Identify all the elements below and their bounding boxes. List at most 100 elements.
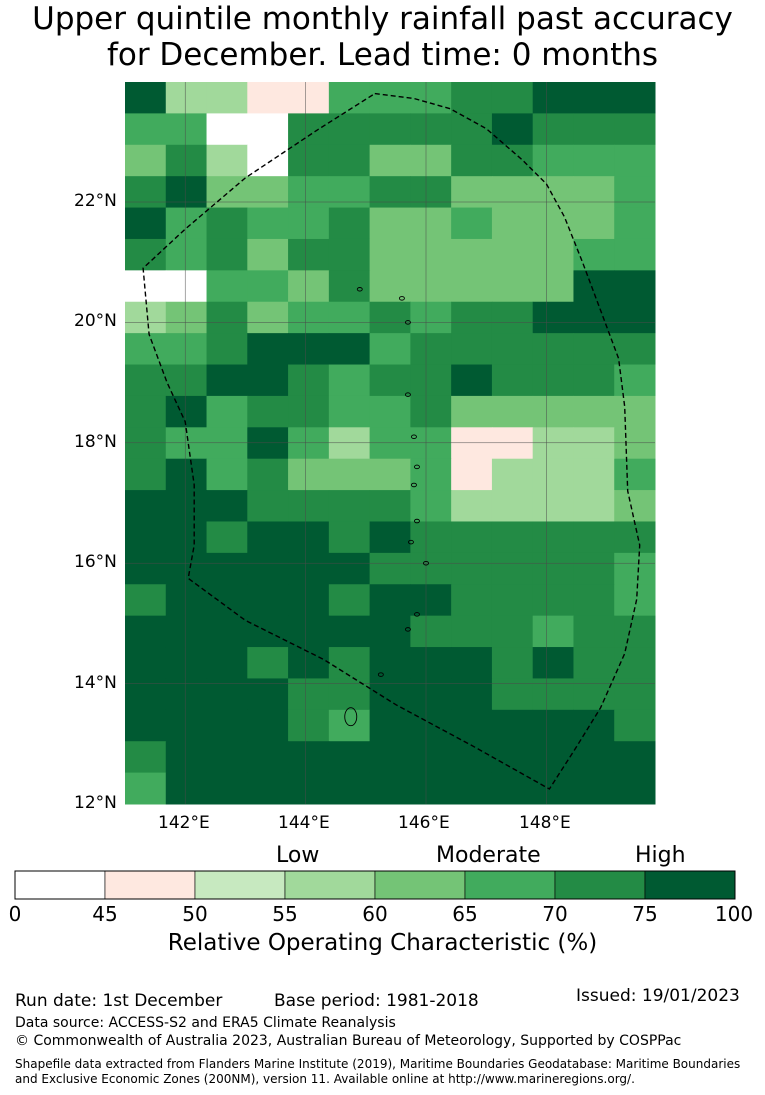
- roc-cell: [614, 301, 656, 334]
- colorbar-bin: [374, 870, 466, 900]
- roc-cell: [573, 270, 615, 303]
- roc-cell: [451, 678, 493, 711]
- roc-cell: [369, 113, 411, 146]
- roc-cell: [165, 207, 208, 240]
- roc-cell: [328, 395, 371, 428]
- roc-cell: [451, 301, 493, 334]
- roc-cell: [410, 238, 452, 271]
- roc-cell: [165, 709, 208, 742]
- roc-cell: [206, 584, 248, 617]
- roc-cell: [410, 82, 452, 114]
- roc-cell: [247, 772, 289, 805]
- roc-cell: [451, 615, 493, 648]
- roc-cell: [532, 521, 574, 554]
- roc-cell: [165, 301, 208, 334]
- roc-cell: [247, 270, 289, 303]
- roc-cell: [288, 176, 330, 209]
- roc-cell: [125, 709, 167, 742]
- roc-cell: [165, 615, 208, 648]
- roc-cell: [247, 427, 289, 460]
- roc-cell: [573, 301, 615, 334]
- roc-cell: [206, 333, 248, 366]
- lon-label-148: 148°E: [519, 813, 571, 833]
- roc-cell: [410, 176, 452, 209]
- roc-cell: [491, 270, 534, 303]
- eez-boundary: [142, 92, 641, 790]
- island-outline: [423, 560, 429, 566]
- roc-cell: [328, 333, 371, 366]
- roc-cell: [165, 552, 208, 585]
- roc-cell: [125, 113, 167, 146]
- roc-cell: [532, 772, 574, 805]
- roc-cell: [328, 678, 371, 711]
- run-date: Run date: 1st December: [15, 991, 223, 1011]
- roc-cell: [573, 584, 615, 617]
- roc-cell: [410, 395, 452, 428]
- roc-cell: [125, 427, 167, 460]
- roc-cell: [491, 82, 534, 114]
- roc-cell: [451, 238, 493, 271]
- roc-cell: [410, 521, 452, 554]
- roc-cell: [165, 144, 208, 177]
- roc-cell: [125, 741, 167, 774]
- roc-cell: [573, 82, 615, 114]
- roc-cell: [206, 82, 248, 114]
- roc-cell: [532, 113, 574, 146]
- roc-cell: [573, 647, 615, 679]
- roc-cell: [328, 490, 371, 522]
- colorbar-bin: [464, 870, 556, 900]
- roc-cell: [369, 238, 411, 271]
- roc-cell: [247, 301, 289, 334]
- roc-cell: [288, 647, 330, 679]
- roc-cell: [410, 709, 452, 742]
- roc-cell: [125, 521, 167, 554]
- roc-cell: [369, 552, 411, 585]
- roc-cell: [369, 584, 411, 617]
- roc-cell: [288, 364, 330, 397]
- roc-cell: [369, 490, 411, 522]
- roc-cell: [491, 772, 534, 805]
- roc-cell: [573, 427, 615, 460]
- roc-cell: [165, 647, 208, 679]
- roc-cell: [206, 427, 248, 460]
- colorbar-tick-0: 0: [8, 902, 22, 926]
- roc-cell: [125, 144, 167, 177]
- roc-cell: [573, 458, 615, 491]
- roc-cell: [288, 772, 330, 805]
- roc-cell: [288, 741, 330, 774]
- roc-cell: [165, 458, 208, 491]
- roc-cell: [369, 772, 411, 805]
- roc-cell: [165, 176, 208, 209]
- colorbar-frame: [14, 870, 736, 900]
- roc-cell: [573, 521, 615, 554]
- roc-cell: [288, 709, 330, 742]
- roc-cell: [369, 176, 411, 209]
- roc-cell: [451, 741, 493, 774]
- roc-cell: [165, 521, 208, 554]
- roc-cell: [410, 741, 452, 774]
- roc-cell: [451, 333, 493, 366]
- roc-cell: [369, 741, 411, 774]
- roc-cell: [288, 144, 330, 177]
- roc-cell: [532, 709, 574, 742]
- roc-cell: [614, 552, 656, 585]
- data-source: Data source: ACCESS-S2 and ERA5 Climate …: [15, 1015, 396, 1031]
- island-outline: [408, 539, 414, 545]
- colorbar-tick-70: 70: [542, 902, 568, 926]
- roc-cell: [369, 709, 411, 742]
- roc-cell: [491, 709, 534, 742]
- roc-cell: [410, 113, 452, 146]
- roc-cell: [573, 741, 615, 774]
- roc-cell: [125, 207, 167, 240]
- roc-cell: [532, 301, 574, 334]
- roc-cell: [573, 333, 615, 366]
- roc-cell: [614, 395, 656, 428]
- roc-cell: [410, 270, 452, 303]
- roc-cell: [491, 647, 534, 679]
- lat-label-22: 22°N: [74, 191, 117, 211]
- roc-cell: [410, 678, 452, 711]
- roc-cell: [165, 333, 208, 366]
- roc-cell: [532, 615, 574, 648]
- island-outline: [411, 482, 417, 488]
